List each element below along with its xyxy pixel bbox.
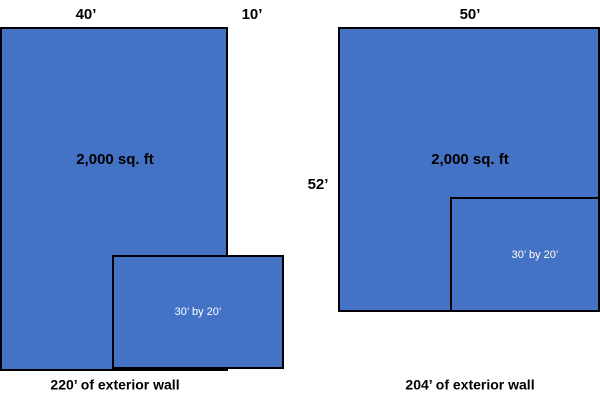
inset-label: 30’ by 20’ xyxy=(512,249,559,261)
height-label: 52’ xyxy=(308,176,329,193)
area-label: 2,000 sq. ft xyxy=(76,151,154,168)
caption: 204’ of exterior wall xyxy=(405,377,534,393)
area-label: 2,000 sq. ft xyxy=(431,151,509,168)
plan-right: 50’ 52’ 2,000 sq. ft 30’ by 20’ 204’ of … xyxy=(308,6,600,393)
width-label: 50’ xyxy=(460,6,481,23)
inset-room xyxy=(112,255,284,369)
plan-left: 40’ 10’ 2,000 sq. ft 30’ by 20’ 220’ of … xyxy=(0,6,284,393)
inset-room xyxy=(450,197,600,312)
extra-label: 10’ xyxy=(242,6,263,23)
width-label: 40’ xyxy=(76,6,97,23)
caption: 220’ of exterior wall xyxy=(50,377,179,393)
inset-label: 30’ by 20’ xyxy=(175,306,222,318)
